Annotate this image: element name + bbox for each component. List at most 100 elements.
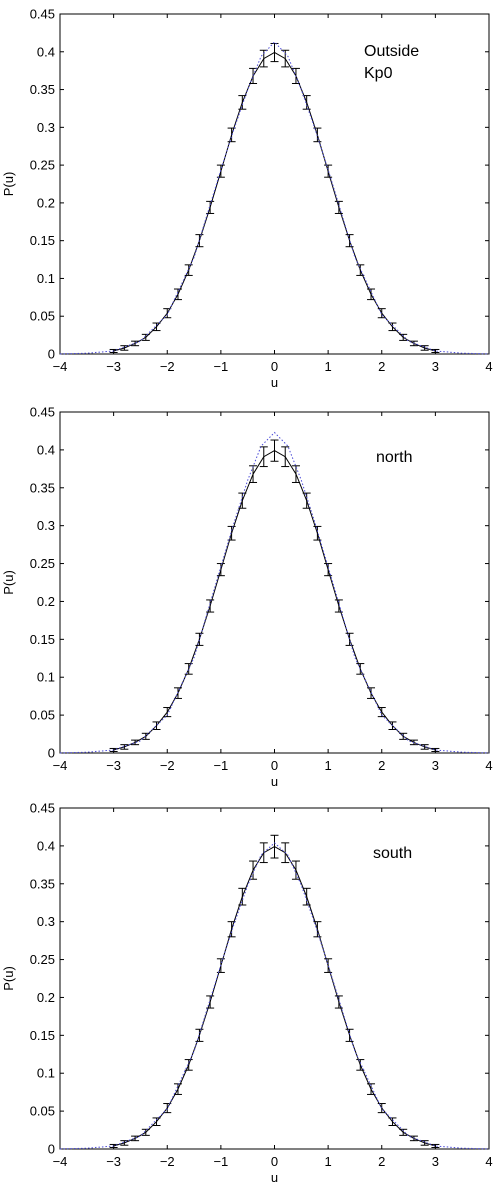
error-bar bbox=[281, 446, 290, 468]
x-tick-label: −4 bbox=[53, 758, 68, 773]
error-bar bbox=[270, 42, 279, 63]
y-tick-label: 0.25 bbox=[30, 158, 55, 173]
error-bar bbox=[302, 95, 311, 110]
x-tick-label: −3 bbox=[106, 1154, 121, 1169]
panel-annotation: Kp0 bbox=[364, 65, 393, 82]
error-bar bbox=[356, 1059, 365, 1071]
error-bar bbox=[184, 1059, 193, 1071]
x-tick-label: −2 bbox=[160, 359, 175, 374]
error-bar bbox=[259, 446, 268, 468]
reference-curve bbox=[59, 41, 490, 355]
y-tick-label: 0.05 bbox=[30, 1104, 55, 1119]
error-bar bbox=[131, 340, 140, 347]
x-tick-label: −2 bbox=[160, 1154, 175, 1169]
x-tick-label: 2 bbox=[378, 758, 385, 773]
data-curve bbox=[113, 450, 436, 751]
x-axis-label: u bbox=[271, 774, 278, 789]
y-tick-label: 0.3 bbox=[37, 914, 55, 929]
error-bar bbox=[377, 1103, 386, 1114]
error-bar bbox=[206, 995, 215, 1009]
panel-annotation: north bbox=[376, 449, 412, 466]
error-bar bbox=[420, 345, 429, 351]
error-bar bbox=[173, 288, 182, 301]
error-bar bbox=[431, 747, 440, 752]
y-tick-label: 0.4 bbox=[37, 44, 55, 59]
data-curve bbox=[113, 51, 436, 352]
error-bar bbox=[173, 1083, 182, 1095]
x-tick-label: −2 bbox=[160, 758, 175, 773]
error-bar bbox=[152, 322, 161, 332]
error-bar bbox=[227, 525, 236, 541]
panel-north: −4 −3 −2 −1 0 1 2 3 4 0 0.05 0.1 0.15 0.2 0.25 0.3 0.35 0… bbox=[1, 405, 493, 790]
y-tick-label: 0 bbox=[48, 1142, 55, 1157]
panel-annotation: Outside bbox=[364, 43, 419, 60]
x-tick-label: 4 bbox=[485, 758, 492, 773]
error-bar bbox=[141, 333, 150, 341]
error-bar bbox=[120, 744, 129, 750]
y-tick-label: 0.3 bbox=[37, 120, 55, 135]
reference-curve bbox=[59, 431, 490, 754]
x-tick-label: 1 bbox=[325, 359, 332, 374]
y-tick-label: 0.3 bbox=[37, 518, 55, 533]
y-tick-label: 0.05 bbox=[30, 708, 55, 723]
y-tick-label: 0.35 bbox=[30, 480, 55, 495]
x-tick-label: 3 bbox=[432, 758, 439, 773]
error-bar bbox=[291, 465, 300, 483]
error-bar bbox=[356, 264, 365, 276]
y-tick-label: 0.15 bbox=[30, 233, 55, 248]
error-bar bbox=[206, 200, 215, 214]
y-tick-label: 0.2 bbox=[37, 195, 55, 210]
error-bar bbox=[302, 887, 311, 906]
y-tick-label: 0.1 bbox=[37, 1066, 55, 1081]
axes-frame bbox=[59, 13, 490, 355]
error-bar bbox=[270, 834, 279, 859]
error-bar bbox=[313, 525, 322, 541]
x-tick-label: 4 bbox=[485, 359, 492, 374]
error-bar bbox=[120, 1140, 129, 1146]
x-tick-label: 3 bbox=[432, 359, 439, 374]
error-bar bbox=[270, 439, 279, 462]
error-bar bbox=[431, 348, 440, 353]
error-bar bbox=[141, 732, 150, 740]
error-bar bbox=[184, 264, 193, 276]
error-bar bbox=[238, 887, 247, 906]
error-bar bbox=[227, 127, 236, 143]
x-tick-label: −1 bbox=[213, 758, 228, 773]
error-bar bbox=[249, 465, 258, 483]
x-tick-label: 2 bbox=[378, 1154, 385, 1169]
x-axis-label: u bbox=[271, 1170, 278, 1185]
error-bar bbox=[259, 842, 268, 864]
axes-frame bbox=[59, 411, 490, 754]
x-tick-label: −4 bbox=[53, 359, 68, 374]
x-tick-label: 1 bbox=[325, 758, 332, 773]
x-tick-label: 0 bbox=[271, 359, 278, 374]
x-tick-label: 1 bbox=[325, 1154, 332, 1169]
y-tick-label: 0.4 bbox=[37, 442, 55, 457]
x-axis-label: u bbox=[271, 375, 278, 390]
panel-south: −4 −3 −2 −1 0 1 2 3 4 0 0.05 0.1 0.15 0.2 0.25 0.3 0.35 0… bbox=[1, 801, 493, 1186]
error-bar bbox=[399, 732, 408, 740]
y-tick-label: 0.2 bbox=[37, 990, 55, 1005]
y-tick-label: 0.25 bbox=[30, 952, 55, 967]
y-tick-label: 0.45 bbox=[30, 7, 55, 22]
y-tick-label: 0.25 bbox=[30, 556, 55, 571]
x-tick-label: −4 bbox=[53, 1154, 68, 1169]
error-bar bbox=[313, 921, 322, 938]
error-bar bbox=[141, 1128, 150, 1136]
y-tick-label: 0.35 bbox=[30, 876, 55, 891]
y-tick-label: 0 bbox=[48, 347, 55, 362]
y-axis-label: P(u) bbox=[1, 570, 16, 595]
reference-curve bbox=[59, 842, 490, 1150]
error-bar bbox=[206, 599, 215, 613]
error-bar bbox=[152, 721, 161, 731]
error-bar bbox=[334, 200, 343, 214]
x-tick-label: −3 bbox=[106, 758, 121, 773]
error-bar bbox=[345, 632, 354, 646]
error-bar bbox=[131, 739, 140, 746]
error-bar bbox=[388, 1117, 397, 1127]
error-bar bbox=[345, 234, 354, 248]
error-bar bbox=[420, 1140, 429, 1146]
error-bar bbox=[334, 995, 343, 1009]
error-bar bbox=[184, 663, 193, 675]
